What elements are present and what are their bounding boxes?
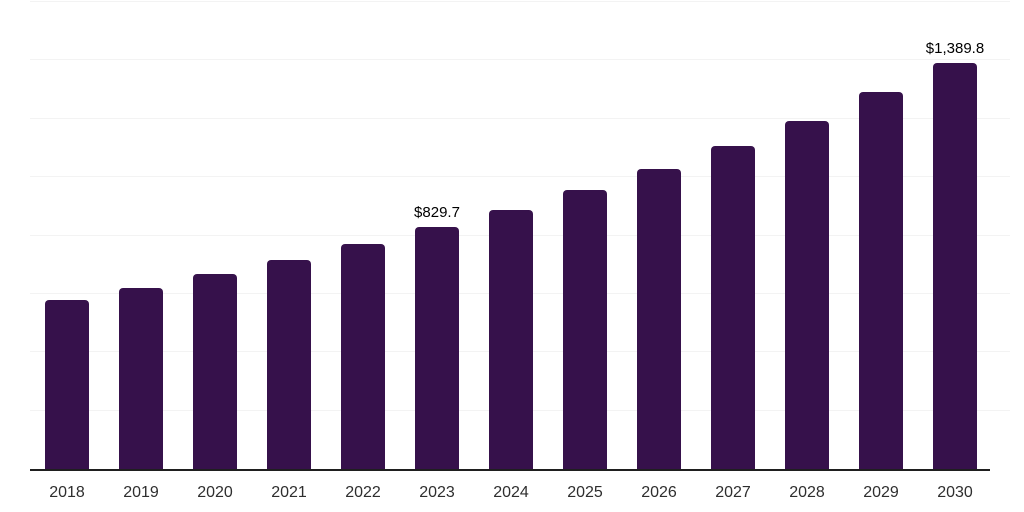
bar-2024: [489, 209, 533, 469]
bar-slot-2024: [474, 2, 548, 469]
bar-slot-2022: [326, 2, 400, 469]
bar-2023: [415, 226, 459, 469]
bar-slot-2029: [844, 2, 918, 469]
bar-slot-2023: $829.7: [400, 2, 474, 469]
bars-row: $829.7 $1,389.8: [30, 2, 992, 469]
x-axis-tick-labels: 2018 2019 2020 2021 2022 2023 2024 2025 2026 2027…: [30, 483, 992, 502]
bar-2026: [637, 168, 681, 469]
bar-2022: [341, 243, 385, 469]
bar-2030: [933, 63, 977, 469]
x-tick-label-2028: 2028: [789, 484, 825, 501]
bar-slot-2025: [548, 2, 622, 469]
x-tick-label-2022: 2022: [345, 484, 381, 501]
bar-2029: [859, 92, 903, 469]
bar-value-label-2030: $1,389.8: [925, 40, 985, 58]
bar-value-label-2023: $829.7: [414, 203, 460, 221]
x-tick-label-2021: 2021: [271, 484, 307, 501]
bar-2021: [267, 260, 311, 469]
x-tick-label-2023: 2023: [419, 484, 455, 501]
bar-2019: [119, 288, 163, 469]
gridline-1600: [30, 1, 1010, 2]
bar-slot-2027: [696, 2, 770, 469]
x-tick-label-2025: 2025: [567, 484, 603, 501]
x-tick-label-2020: 2020: [197, 484, 233, 501]
gridline-1200: [30, 117, 1010, 119]
bar-slot-2021: [252, 2, 326, 469]
bar-2020: [193, 274, 237, 469]
bar-2027: [711, 145, 755, 469]
gridline-1000: [30, 176, 1010, 178]
bar-2028: [785, 120, 829, 469]
x-tick-label-2030: 2030: [937, 484, 973, 501]
x-tick-label-2019: 2019: [123, 484, 159, 501]
gridline-1400: [30, 59, 1010, 61]
x-tick-label-2026: 2026: [641, 484, 677, 501]
bar-slot-2026: [622, 2, 696, 469]
bar-2025: [563, 189, 607, 469]
x-tick-label-2029: 2029: [863, 484, 899, 501]
bar-slot-2019: [104, 2, 178, 469]
bar-slot-2030: $1,389.8: [918, 2, 992, 469]
bar-2018: [45, 300, 89, 469]
x-tick-label-2027: 2027: [715, 484, 751, 501]
x-tick-label-2024: 2024: [493, 484, 529, 501]
x-axis-line: [30, 469, 990, 471]
plot-area: $829.7 $1,389.8: [30, 1, 1010, 471]
x-tick-label-2018: 2018: [49, 484, 85, 501]
bar-slot-2018: [30, 2, 104, 469]
bar-slot-2028: [770, 2, 844, 469]
bar-slot-2020: [178, 2, 252, 469]
